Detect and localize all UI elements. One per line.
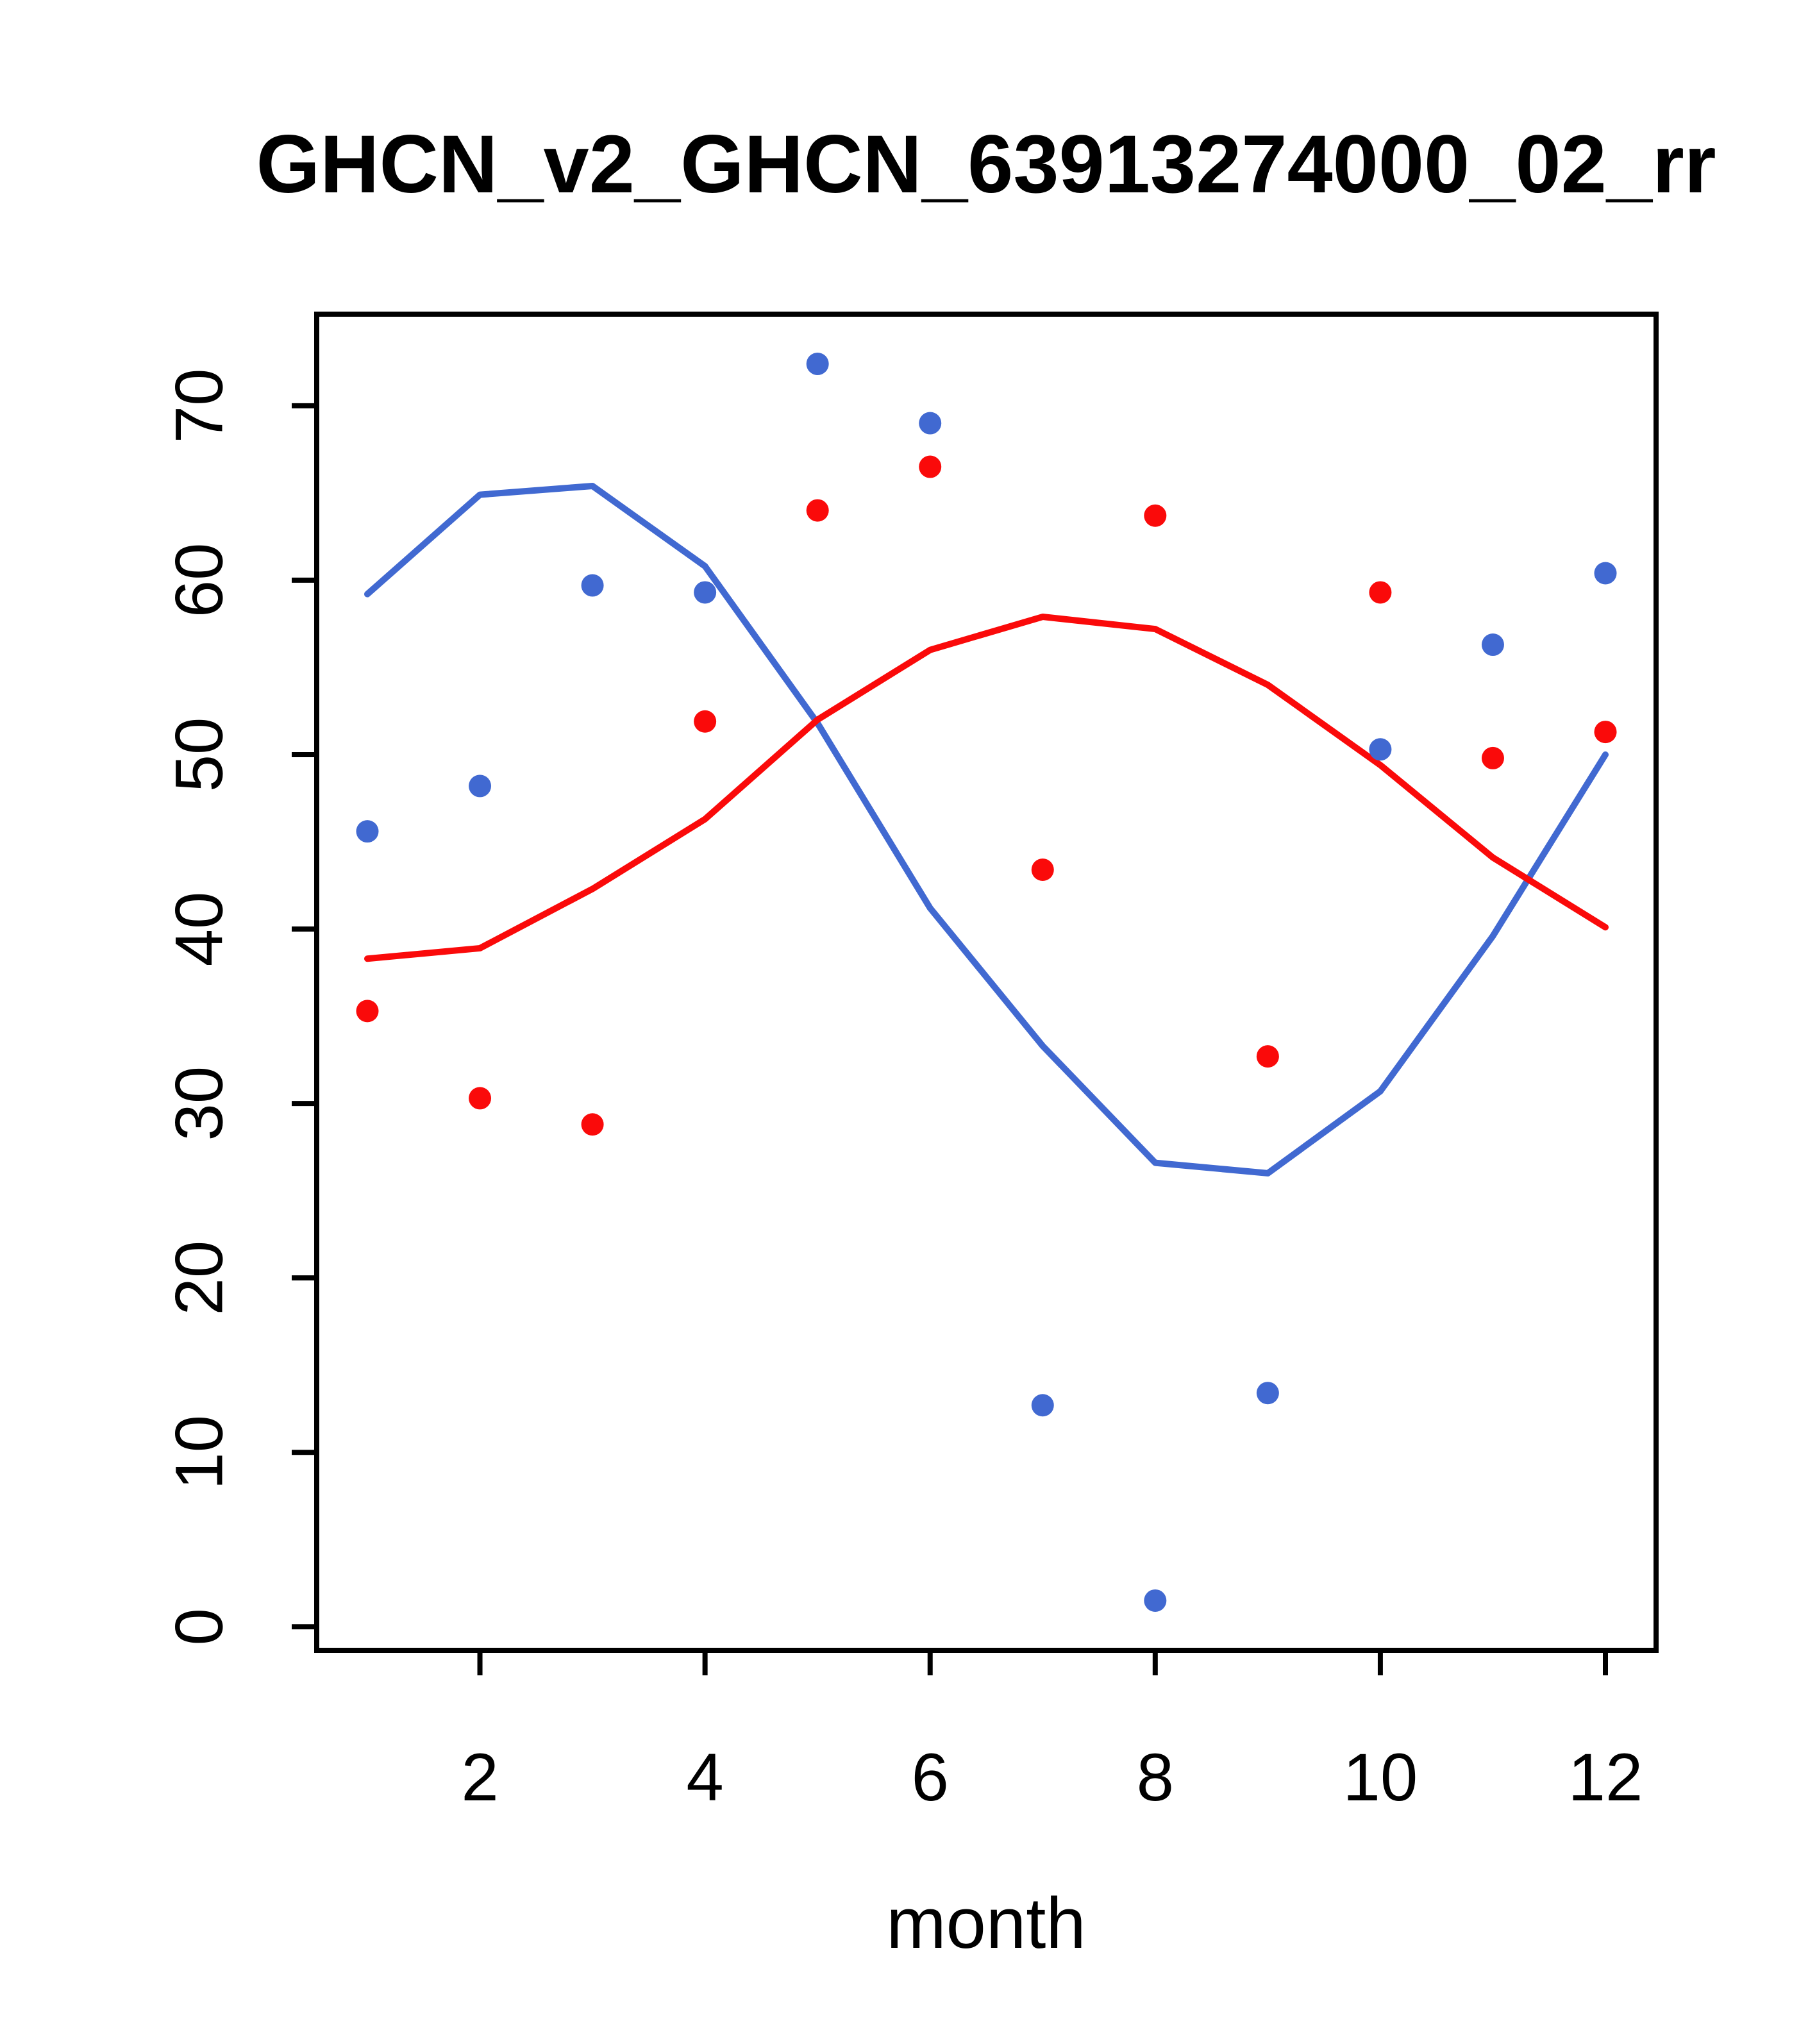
x-tick-label: 10 xyxy=(1343,1740,1418,1815)
blue-data-point xyxy=(694,581,717,604)
blue-data-point xyxy=(1144,1589,1167,1612)
y-tick-label: 30 xyxy=(162,1066,237,1141)
red-data-point xyxy=(694,710,717,733)
red-data-point xyxy=(581,1113,604,1136)
red-data-point xyxy=(1256,1045,1279,1068)
red-data-point xyxy=(356,1000,379,1023)
y-tick-label: 60 xyxy=(162,542,237,617)
y-tick-label: 20 xyxy=(162,1241,237,1316)
red-data-point xyxy=(1031,859,1054,882)
blue-data-point xyxy=(919,412,942,435)
x-tick-label: 12 xyxy=(1568,1740,1643,1815)
x-tick-label: 2 xyxy=(461,1740,498,1815)
red-smooth-line xyxy=(364,614,1609,962)
chart-title: GHCN_v2_GHCN_63913274000_02_rr xyxy=(256,119,1716,210)
blue-data-point xyxy=(1369,738,1392,761)
blue-smooth-line xyxy=(364,482,1609,1177)
red-data-point xyxy=(469,1087,492,1110)
red-data-point xyxy=(806,499,829,522)
red-data-point xyxy=(1369,581,1392,604)
y-tick-label: 0 xyxy=(162,1608,237,1645)
x-axis-label: month xyxy=(886,1883,1085,1963)
red-data-point xyxy=(1144,504,1167,527)
blue-data-point xyxy=(806,353,829,376)
x-tick-label: 8 xyxy=(1137,1740,1174,1815)
y-tick-label: 50 xyxy=(162,717,237,792)
red-data-point xyxy=(1594,721,1617,744)
blue-data-point xyxy=(469,775,492,798)
blue-data-point xyxy=(1031,1394,1054,1417)
red-data-point xyxy=(1481,746,1504,769)
x-tick-label: 4 xyxy=(686,1740,723,1815)
plot-region: 2 4 6 8 10 12 0 10 20 30 40 50 60 70 xyxy=(162,312,1659,1815)
blue-data-point xyxy=(581,574,604,597)
blue-data-point xyxy=(1481,633,1504,657)
y-tick-label: 70 xyxy=(162,368,237,443)
red-data-point xyxy=(919,455,942,478)
y-tick-label: 10 xyxy=(162,1415,237,1490)
blue-data-point xyxy=(356,820,379,843)
plot-box xyxy=(314,312,1659,1653)
blue-data-point xyxy=(1256,1382,1279,1405)
x-tick-label: 6 xyxy=(912,1740,949,1815)
y-tick-label: 40 xyxy=(162,892,237,967)
blue-data-point xyxy=(1594,562,1617,585)
